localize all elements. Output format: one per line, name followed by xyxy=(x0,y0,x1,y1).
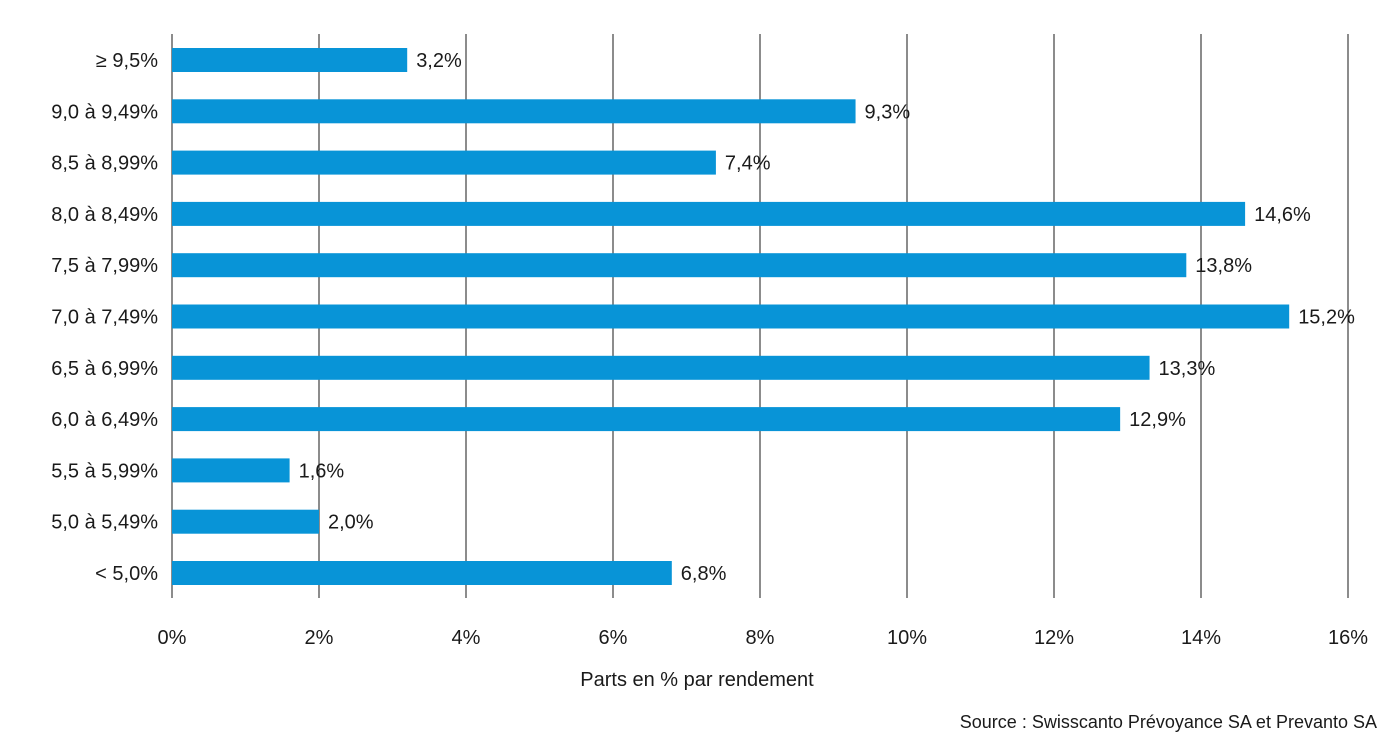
bar xyxy=(172,304,1290,329)
x-tick-label: 0% xyxy=(158,627,187,649)
category-label: 8,0 à 8,49% xyxy=(51,204,158,226)
category-label: 5,0 à 5,49% xyxy=(51,512,158,534)
value-label: 13,8% xyxy=(1195,255,1252,277)
x-tick-label: 10% xyxy=(887,627,927,649)
value-label: 7,4% xyxy=(725,153,771,175)
category-label: 7,5 à 7,99% xyxy=(51,255,158,277)
bar xyxy=(172,509,319,534)
value-label: 6,8% xyxy=(681,563,727,585)
category-label: 9,0 à 9,49% xyxy=(51,101,158,123)
x-tick-label: 4% xyxy=(452,627,481,649)
value-label: 2,0% xyxy=(328,512,374,534)
bar xyxy=(172,253,1187,278)
category-label: 8,5 à 8,99% xyxy=(51,153,158,175)
value-label: 9,3% xyxy=(865,101,911,123)
x-tick-label: 14% xyxy=(1181,627,1221,649)
category-label: 6,0 à 6,49% xyxy=(51,409,158,431)
bar xyxy=(172,458,290,483)
category-labels: ≥ 9,5% 9,0 à 9,49% 8,5 à 8,99% 8,0 à 8,49% 7… xyxy=(51,50,158,585)
category-label: 6,5 à 6,99% xyxy=(51,358,158,380)
bar xyxy=(172,48,408,72)
x-tick-label: 8% xyxy=(746,627,775,649)
category-label: < 5,0% xyxy=(95,563,158,585)
source-note: Source : Swisscanto Prévoyance SA et Pre… xyxy=(960,712,1377,732)
category-label: 5,5 à 5,99% xyxy=(51,460,158,482)
x-axis-title: Parts en % par rendement xyxy=(580,669,814,691)
value-label: 12,9% xyxy=(1129,409,1186,431)
value-label: 1,6% xyxy=(299,460,345,482)
x-tick-labels: 0% 2% 4% 6% 8% 10% 12% 14% 16% xyxy=(158,627,1369,649)
value-labels: 3,2% 9,3% 7,4% 14,6% 13,8% 15,2% 13,3% 12,9% 1,6… xyxy=(299,50,1356,585)
x-tick-label: 16% xyxy=(1328,627,1368,649)
bar xyxy=(172,150,716,175)
value-label: 15,2% xyxy=(1298,307,1355,329)
bar xyxy=(172,407,1121,432)
x-tick-label: 6% xyxy=(599,627,628,649)
bars xyxy=(172,48,1290,585)
value-label: 14,6% xyxy=(1254,204,1311,226)
bar xyxy=(172,561,672,585)
bar xyxy=(172,201,1246,226)
value-label: 13,3% xyxy=(1159,358,1216,380)
value-label: 3,2% xyxy=(416,50,462,72)
x-tick-label: 2% xyxy=(305,627,334,649)
category-label: 7,0 à 7,49% xyxy=(51,307,158,329)
x-tick-label: 12% xyxy=(1034,627,1074,649)
category-label: ≥ 9,5% xyxy=(96,50,158,72)
bar xyxy=(172,99,856,124)
bar xyxy=(172,355,1150,380)
